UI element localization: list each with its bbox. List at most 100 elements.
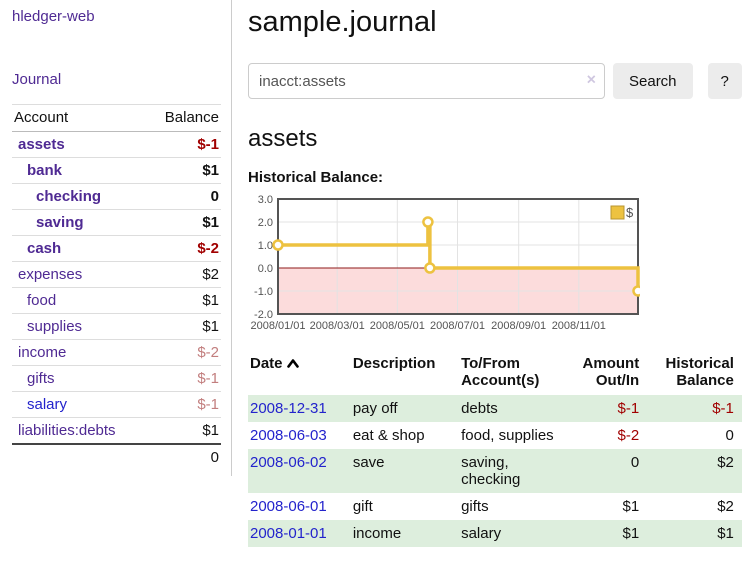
account-link-saving[interactable]: saving — [36, 214, 84, 231]
account-row: assets $-1 — [12, 131, 221, 158]
data-point-marker — [632, 285, 640, 297]
register-header-balance: Historical Balance — [665, 355, 734, 389]
transaction-date-link[interactable]: 2008-12-31 — [250, 400, 327, 417]
accounts-header-account: Account — [12, 104, 146, 132]
account-heading: assets — [248, 125, 318, 152]
account-row: saving $1 — [12, 209, 221, 236]
y-tick-label: 3.0 — [258, 194, 273, 206]
search-box: × — [248, 63, 605, 99]
search-form: × Search ? — [248, 63, 742, 99]
transaction-row[interactable]: 2008-06-02 save saving, checking 0 $2 — [248, 449, 742, 493]
account-row: liabilities:debts $1 — [12, 417, 221, 445]
y-tick-label: -2.0 — [254, 309, 273, 321]
chart-border — [277, 198, 639, 315]
transaction-balance: $2 — [717, 498, 734, 515]
transaction-amount: $1 — [622, 525, 640, 542]
account-link-cash[interactable]: cash — [27, 240, 62, 257]
register-header-amount: Amount Out/In — [582, 355, 640, 389]
legend-label: $ — [626, 205, 634, 220]
account-row: cash $-2 — [12, 235, 221, 262]
account-link-gifts[interactable]: gifts — [27, 370, 55, 387]
y-tick-label: -1.0 — [254, 286, 273, 298]
data-point-marker — [422, 216, 434, 228]
accounts-table: Account Balance assets $-1 bank $1 checking 0… — [12, 104, 221, 470]
x-tick-label: 2008/11/01 — [552, 320, 606, 332]
account-balance: $1 — [145, 417, 221, 445]
x-tick-label: 2008/05/01 — [370, 320, 425, 332]
accounts-table-body: assets $-1 bank $1 checking 0 saving $1 cash $-2 e… — [12, 131, 221, 445]
transaction-description: pay off — [352, 400, 398, 417]
account-row: supplies $1 — [12, 313, 221, 340]
app-title-link[interactable]: hledger-web — [12, 8, 95, 25]
transaction-amount: $1 — [622, 498, 640, 515]
x-tick-label: 2008/09/01 — [491, 320, 546, 332]
sidebar-item-journal[interactable]: Journal — [12, 71, 62, 88]
main-content: sample.journal × Search ? assets Histori… — [232, 0, 742, 557]
search-input[interactable] — [248, 63, 605, 99]
account-balance: $-1 — [145, 365, 221, 392]
x-tick-label: 2008/03/01 — [310, 320, 365, 332]
transaction-date-link[interactable]: 2008-06-03 — [250, 427, 327, 444]
sort-asc-icon — [286, 359, 299, 368]
legend-swatch — [610, 205, 625, 220]
transaction-row[interactable]: 2008-06-03 eat & shop food, supplies $-2 0 — [248, 422, 742, 449]
account-row: expenses $2 — [12, 261, 221, 288]
account-row: salary $-1 — [12, 391, 221, 418]
account-link-expenses[interactable]: expenses — [18, 266, 83, 283]
account-row: bank $1 — [12, 157, 221, 184]
help-button[interactable]: ? — [707, 63, 742, 99]
account-row: food $1 — [12, 287, 221, 314]
account-balance: $1 — [145, 313, 221, 340]
account-link-income[interactable]: income — [18, 344, 67, 361]
transaction-description: income — [352, 525, 402, 542]
account-link-checking[interactable]: checking — [36, 188, 102, 205]
account-row: gifts $-1 — [12, 365, 221, 392]
transaction-accounts: salary — [461, 525, 502, 542]
account-balance: $1 — [145, 209, 221, 236]
transaction-balance: $-1 — [712, 400, 734, 417]
account-link-food[interactable]: food — [27, 292, 57, 309]
account-link-salary[interactable]: salary — [27, 396, 68, 413]
clear-search-icon[interactable]: × — [586, 71, 596, 89]
transaction-date-link[interactable]: 2008-01-01 — [250, 525, 327, 542]
account-balance: $2 — [145, 261, 221, 288]
account-balance: $-2 — [145, 339, 221, 366]
page-title: sample.journal — [248, 6, 437, 38]
search-button[interactable]: Search — [613, 63, 693, 99]
transaction-description: eat & shop — [352, 427, 425, 444]
data-point-marker — [272, 239, 284, 251]
account-row: income $-2 — [12, 339, 221, 366]
transaction-balance: $2 — [717, 454, 734, 471]
transaction-amount: $-2 — [617, 427, 640, 444]
account-link-bank[interactable]: bank — [27, 162, 63, 179]
transaction-date-link[interactable]: 2008-06-01 — [250, 498, 327, 515]
y-tick-label: 2.0 — [258, 217, 273, 229]
account-link-assets[interactable]: assets — [18, 136, 65, 153]
transaction-row[interactable]: 2008-12-31 pay off debts $-1 $-1 — [248, 395, 742, 422]
account-link-liabilities-debts[interactable]: liabilities:debts — [18, 422, 116, 439]
data-point-marker — [424, 262, 436, 274]
transaction-description: gift — [352, 498, 373, 515]
transaction-date-link[interactable]: 2008-06-02 — [250, 454, 327, 471]
sidebar: hledger-web Journal Account Balance asse… — [0, 0, 232, 476]
register-header-accounts: To/From Account(s) — [461, 355, 540, 389]
account-balance: $1 — [145, 157, 221, 184]
accounts-header-balance: Balance — [145, 104, 221, 132]
x-tick-label: 2008/07/01 — [430, 320, 485, 332]
account-link-supplies[interactable]: supplies — [27, 318, 83, 335]
accounts-total-row: 0 — [12, 443, 221, 470]
transaction-balance: 0 — [725, 427, 734, 444]
transaction-row[interactable]: 2008-06-01 gift gifts $1 $2 — [248, 493, 742, 520]
transaction-accounts: debts — [461, 400, 498, 417]
chart-title: Historical Balance: — [248, 169, 384, 186]
register-header-date[interactable]: Date — [248, 352, 345, 395]
account-row: checking 0 — [12, 183, 221, 210]
transaction-amount: $-1 — [617, 400, 640, 417]
transaction-amount: 0 — [630, 454, 640, 471]
account-balance: $1 — [145, 287, 221, 314]
page: hledger-web Journal Account Balance asse… — [0, 0, 742, 557]
date-header-label: Date — [250, 355, 283, 372]
transaction-row[interactable]: 2008-01-01 income salary $1 $1 — [248, 520, 742, 547]
y-tick-label: 1.0 — [258, 240, 273, 252]
